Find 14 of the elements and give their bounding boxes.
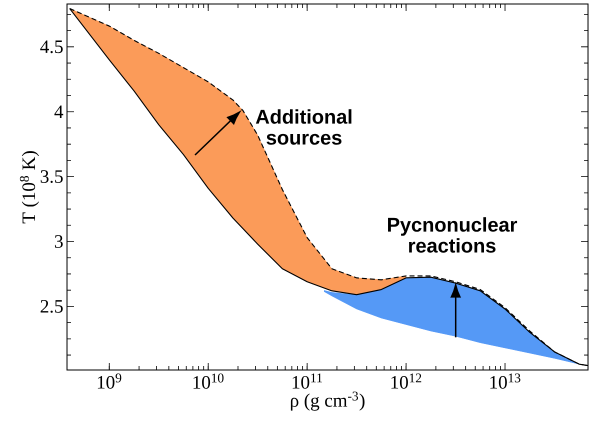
x-tick-label: 10$^{9}$ [98, 374, 122, 389]
annotation: Pycnonuclear reactions [388, 217, 518, 253]
y-tick-label: 4 [54, 106, 64, 118]
x-tick-label: 10$^{12}$ [391, 374, 422, 389]
x-tick-label: 10$^{10}$ [194, 374, 224, 389]
annotation: Additional sources [256, 109, 352, 145]
y-tick-label: 3 [54, 235, 63, 248]
y-axis-title: T (10$^{8}$ K) [20, 151, 39, 224]
x-tick-label: 10$^{11}$ [292, 374, 322, 389]
y-tick-label: 2.5 [40, 300, 63, 313]
x-axis-title: ρ (g cm$^{-3}$) [290, 392, 364, 411]
y-tick-label: 4.5 [40, 40, 63, 54]
x-tick-label: 10$^{13}$ [490, 374, 520, 389]
y-tick-label: 3.5 [40, 170, 63, 184]
